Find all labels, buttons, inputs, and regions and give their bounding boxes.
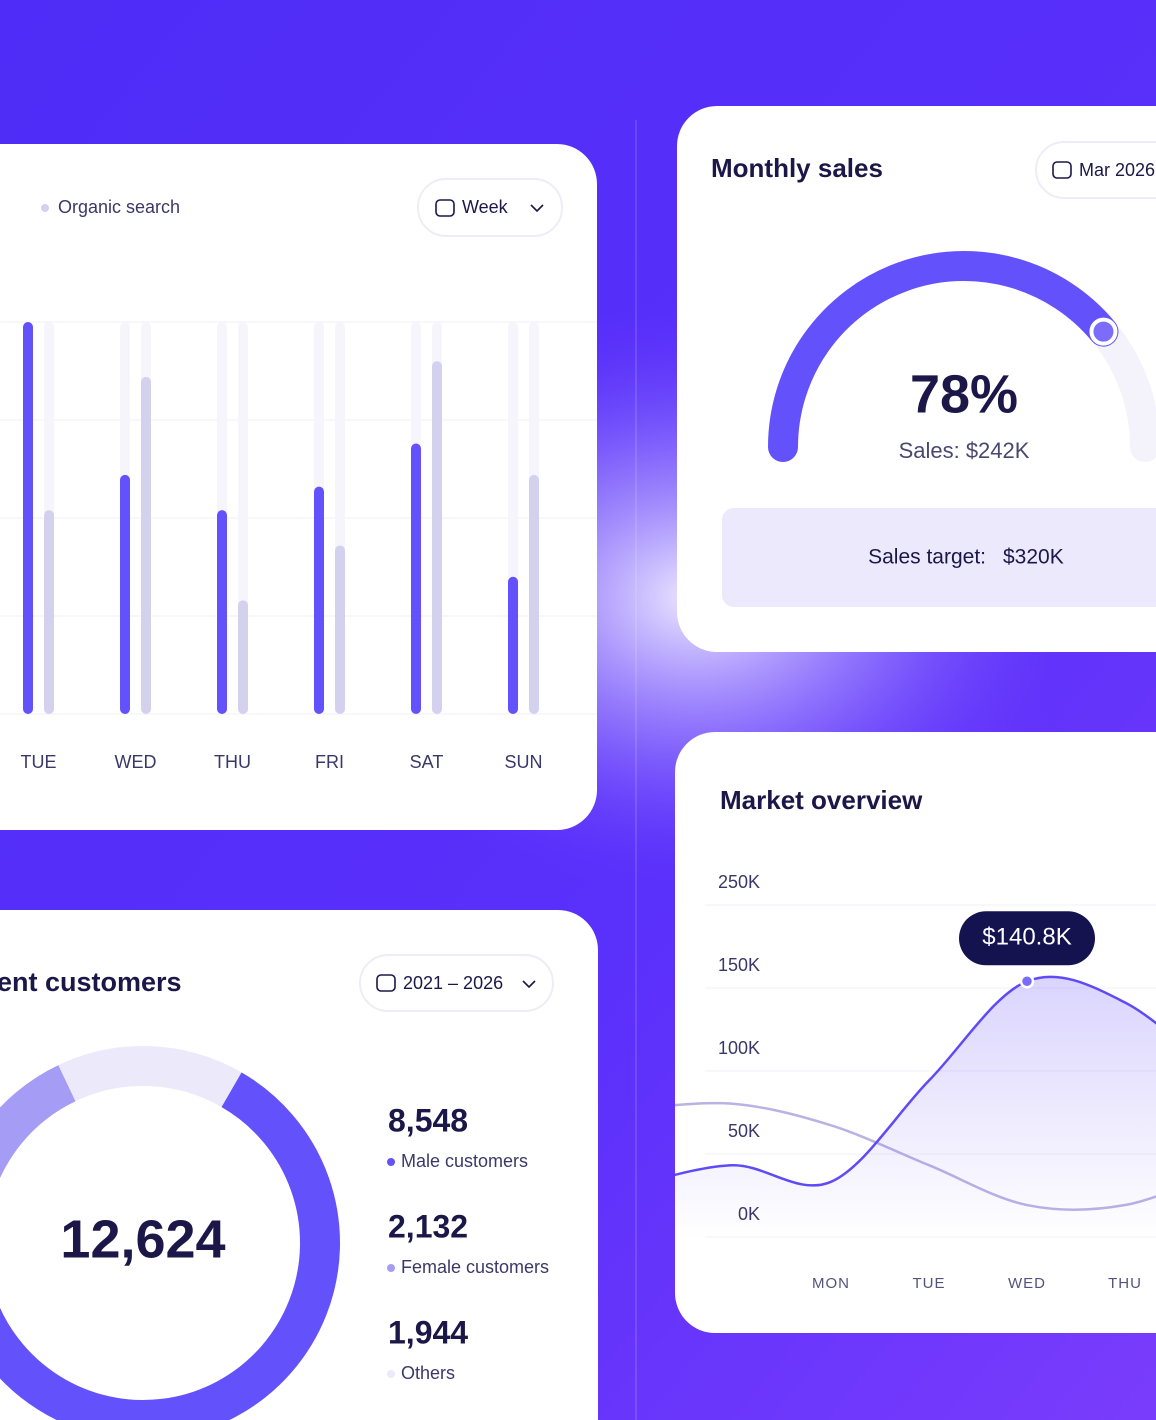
x-tick-label: SUN <box>504 752 542 772</box>
dropdown[interactable]: Week <box>417 178 563 237</box>
card-title: Market overview <box>720 785 923 815</box>
legend-label: Female customers <box>401 1257 549 1277</box>
calendar-icon <box>376 974 396 992</box>
dropdown-label[interactable]: 2021 – 2026 <box>403 973 503 993</box>
bar <box>23 322 33 714</box>
chevron <box>530 204 544 213</box>
dropdown-box[interactable] <box>359 954 554 1012</box>
target-value: $320K <box>1003 546 1064 569</box>
area <box>675 976 1156 1240</box>
target-label: Sales target: <box>868 546 986 569</box>
x-tick-label: SAT <box>410 752 444 772</box>
card-title: Monthly sales <box>711 153 883 183</box>
x-tick-label: WED <box>1008 1275 1046 1292</box>
y-tick-label: 150K <box>718 955 760 975</box>
tooltip <box>959 911 1095 966</box>
x-tick-label: TUE <box>913 1275 946 1292</box>
dropdown[interactable]: Mar 2026 <box>1035 141 1156 199</box>
gauge-knob <box>1089 317 1118 346</box>
plot: $140.8K <box>675 904 1156 1240</box>
gauge-value: 78% <box>910 364 1018 424</box>
dropdown-box[interactable] <box>1035 141 1156 199</box>
line <box>675 975 1156 1187</box>
x-tick-label: WED <box>115 752 157 772</box>
x-tick-label: MON <box>812 1275 850 1292</box>
x-tick-label: TUE <box>21 752 57 772</box>
target-box <box>722 508 1156 607</box>
bar <box>432 361 442 714</box>
dropdown[interactable]: 2021 – 2026 <box>359 954 554 1012</box>
legend-dot <box>41 204 49 212</box>
legend-value: 1,944 <box>388 1314 468 1350</box>
chevron <box>522 980 536 989</box>
legend-dot <box>387 1370 395 1378</box>
legend-label: Others <box>401 1363 455 1383</box>
x-tick-label: THU <box>214 752 251 772</box>
dropdown-box[interactable] <box>417 178 563 237</box>
bar <box>314 486 324 714</box>
legend-value: 2,132 <box>388 1208 468 1244</box>
bar <box>141 376 151 714</box>
dropdown-label[interactable]: Mar 2026 <box>1079 160 1155 180</box>
bar <box>217 510 227 714</box>
y-tick-label: 0K <box>738 1204 760 1224</box>
gauge-subtitle: Sales: $242K <box>899 438 1030 463</box>
legend-dot <box>387 1264 395 1272</box>
legend-dot <box>387 1158 395 1166</box>
donut-segment <box>58 1046 242 1108</box>
legend-value: 8,548 <box>388 1102 468 1138</box>
legend-label: Organic search <box>58 197 180 217</box>
donut-total: 12,624 <box>60 1209 225 1269</box>
donut-segment <box>0 1072 340 1420</box>
gauge-arc <box>768 251 1119 462</box>
y-tick-label: 100K <box>718 1038 760 1058</box>
card-title: ent customers <box>0 967 182 997</box>
bar <box>44 510 54 714</box>
tooltip-label: $140.8K <box>982 924 1071 951</box>
point <box>1019 974 1035 989</box>
calendar-icon <box>435 199 455 217</box>
x-tick-label: THU <box>1108 1275 1142 1292</box>
bar <box>411 443 421 714</box>
bar <box>238 600 248 714</box>
bar <box>335 545 345 714</box>
x-tick-label: FRI <box>315 752 344 772</box>
bar <box>120 474 130 714</box>
legend-label: Male customers <box>401 1151 528 1171</box>
y-tick-label: 250K <box>718 872 760 892</box>
y-tick-label: 50K <box>728 1121 760 1141</box>
dropdown-label[interactable]: Week <box>462 197 509 217</box>
donut-segment <box>0 1065 76 1179</box>
bar <box>508 576 518 714</box>
bar <box>529 474 539 714</box>
calendar-icon <box>1052 161 1072 179</box>
card <box>0 144 597 830</box>
